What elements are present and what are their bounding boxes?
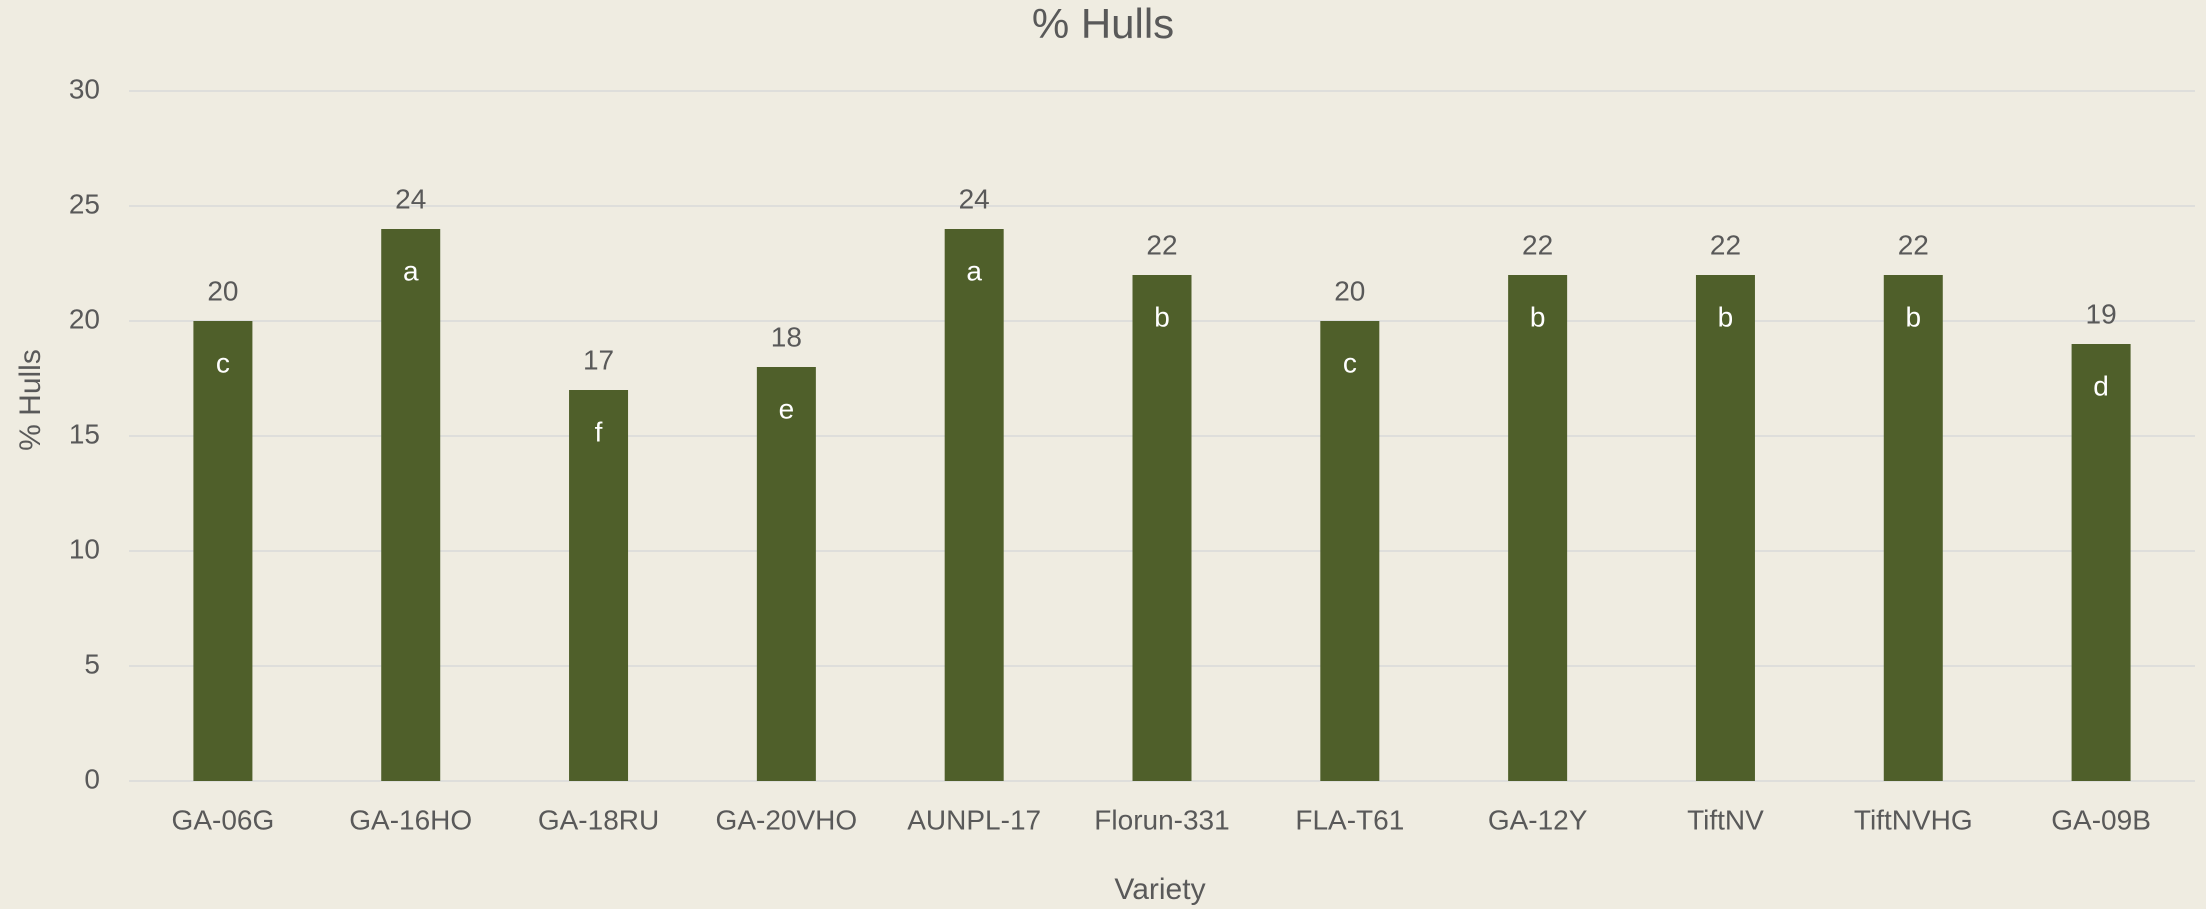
significance-letter: d <box>2093 370 2109 401</box>
bar <box>756 367 816 781</box>
significance-letter: b <box>1718 301 1734 332</box>
data-label: 20 <box>207 275 238 306</box>
y-axis-label: % Hulls <box>14 349 47 451</box>
y-tick-label: 0 <box>84 763 100 794</box>
x-tick-label: TiftNV <box>1687 804 1764 835</box>
x-tick-label: AUNPL-17 <box>907 804 1041 835</box>
data-label: 22 <box>1710 229 1741 260</box>
bar <box>193 321 253 781</box>
significance-letter: a <box>403 255 419 286</box>
chart-title: % Hulls <box>1032 0 1174 47</box>
x-tick-label: FLA-T61 <box>1295 804 1404 835</box>
significance-letter: c <box>216 347 230 378</box>
significance-letter: c <box>1343 347 1357 378</box>
bar <box>1132 275 1192 781</box>
data-label: 18 <box>771 321 802 352</box>
significance-letter: b <box>1530 301 1546 332</box>
bar <box>2071 344 2131 781</box>
y-tick-label: 10 <box>69 533 100 564</box>
bar <box>1320 321 1380 781</box>
bar <box>1695 275 1755 781</box>
data-label: 22 <box>1898 229 1929 260</box>
x-tick-label: GA-16HO <box>349 804 472 835</box>
significance-letter: e <box>779 393 795 424</box>
significance-letter: b <box>1154 301 1170 332</box>
bar <box>381 229 441 781</box>
data-label: 22 <box>1522 229 1553 260</box>
data-label: 20 <box>1334 275 1365 306</box>
data-label: 24 <box>959 183 990 214</box>
x-tick-label: TiftNVHG <box>1854 804 1973 835</box>
x-axis-label: Variety <box>1114 873 1205 906</box>
bar <box>1883 275 1943 781</box>
x-tick-label: GA-06G <box>172 804 275 835</box>
y-tick-label: 30 <box>69 73 100 104</box>
data-label: 22 <box>1146 229 1177 260</box>
y-tick-label: 20 <box>69 303 100 334</box>
x-tick-label: GA-12Y <box>1488 804 1588 835</box>
data-label: 17 <box>583 344 614 375</box>
significance-letter: a <box>966 255 982 286</box>
data-label: 19 <box>2086 298 2117 329</box>
bar <box>1508 275 1568 781</box>
data-label: 24 <box>395 183 426 214</box>
x-tick-label: GA-20VHO <box>716 804 858 835</box>
y-tick-label: 15 <box>69 418 100 449</box>
bar <box>569 390 629 781</box>
y-tick-label: 25 <box>69 188 100 219</box>
x-tick-label: GA-09B <box>2051 804 2151 835</box>
x-tick-label: GA-18RU <box>538 804 659 835</box>
x-tick-label: Florun-331 <box>1094 804 1229 835</box>
y-tick-label: 5 <box>84 648 100 679</box>
significance-letter: f <box>595 416 603 447</box>
significance-letter: b <box>1905 301 1921 332</box>
bar <box>944 229 1004 781</box>
